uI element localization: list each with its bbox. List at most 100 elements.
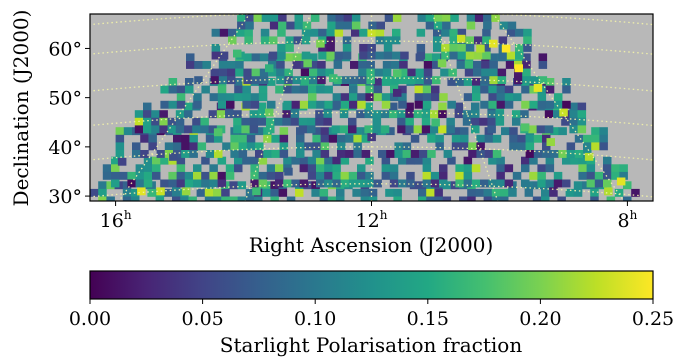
heatmap-cell	[249, 110, 259, 119]
heatmap-cell	[311, 188, 320, 197]
heatmap-cell	[301, 36, 311, 45]
heatmap-cell	[591, 127, 600, 136]
heatmap-cell	[410, 150, 420, 158]
heatmap-cell	[301, 28, 311, 37]
heatmap-cell	[513, 93, 522, 102]
heatmap-cell	[358, 76, 367, 85]
heatmap-cell	[483, 188, 493, 197]
heatmap-cell	[279, 150, 289, 158]
heatmap-cell	[454, 102, 464, 111]
heatmap-cell	[228, 28, 237, 37]
heatmap-cell	[432, 61, 441, 69]
heatmap-cell	[381, 171, 391, 180]
heatmap-cell	[127, 171, 136, 180]
heatmap-cell	[450, 181, 460, 190]
heatmap-cell	[402, 150, 412, 158]
heatmap-cell	[237, 21, 246, 30]
heatmap-cell	[562, 179, 571, 188]
heatmap-cell	[331, 125, 341, 134]
heatmap-cell	[514, 68, 523, 77]
heatmap-cell	[225, 164, 235, 173]
heatmap-cell	[438, 102, 447, 111]
heatmap-cell	[375, 28, 385, 37]
heatmap-cell	[194, 76, 203, 85]
heatmap-cell	[509, 134, 518, 143]
heatmap-cell	[449, 28, 458, 37]
heatmap-cell	[255, 127, 264, 136]
heatmap-cell	[348, 117, 357, 126]
heatmap-cell	[582, 181, 591, 190]
heatmap-cell	[156, 187, 165, 196]
heatmap-cell	[201, 171, 210, 180]
heatmap-cell	[532, 181, 542, 190]
heatmap-cell	[337, 150, 346, 158]
heatmap-cell	[392, 51, 401, 60]
heatmap-cell	[217, 156, 227, 165]
heatmap-cell	[423, 68, 433, 77]
heatmap-cell	[243, 68, 252, 77]
heatmap-cell	[234, 78, 243, 86]
heatmap-cell	[512, 171, 522, 180]
heatmap-cell	[217, 179, 227, 188]
heatmap-cell	[421, 117, 431, 126]
heatmap-cell	[201, 85, 210, 94]
heatmap-cell	[523, 28, 532, 37]
heatmap-cell	[423, 61, 433, 69]
heatmap-cell	[422, 100, 432, 109]
heatmap-cell	[159, 117, 168, 126]
heatmap-cell	[320, 150, 330, 158]
heatmap-cell	[496, 156, 505, 165]
heatmap-cell	[235, 68, 244, 77]
heatmap-cell	[335, 14, 344, 22]
heatmap-cell	[391, 61, 400, 69]
heatmap-cell	[399, 76, 408, 85]
heatmap-cell	[460, 134, 469, 143]
heatmap-cell	[415, 68, 425, 77]
heatmap-cell	[164, 150, 174, 158]
heatmap-cell	[463, 93, 473, 102]
heatmap-cell	[202, 61, 211, 69]
heatmap-cell	[193, 93, 202, 102]
heatmap-cell	[284, 53, 293, 62]
heatmap-cell	[435, 134, 444, 143]
colorbar	[89, 270, 654, 300]
heatmap-cell	[449, 36, 458, 45]
heatmap-cell	[482, 44, 491, 52]
heatmap-cell	[455, 164, 464, 173]
heatmap-cell	[217, 93, 227, 102]
heatmap-cell	[339, 110, 349, 119]
heatmap-cell	[286, 21, 295, 30]
heatmap-cell	[441, 51, 450, 60]
heatmap-cell	[106, 181, 115, 190]
heatmap-cell	[474, 51, 483, 60]
heatmap-cell	[135, 164, 145, 173]
heatmap-cell	[152, 171, 161, 180]
heatmap-cell	[496, 93, 506, 102]
heatmap-cell	[293, 36, 303, 45]
heatmap-cell	[463, 179, 473, 188]
heatmap-cell	[184, 110, 193, 119]
heatmap-cell	[173, 142, 182, 151]
heatmap-cell	[332, 164, 341, 173]
heatmap-cell	[544, 110, 554, 119]
heatmap-cell	[284, 167, 293, 176]
heatmap-cell	[205, 150, 215, 158]
heatmap-cell	[258, 93, 268, 102]
heatmap-cell	[343, 21, 353, 30]
heatmap-cell	[265, 108, 274, 117]
heatmap-cell	[434, 196, 443, 201]
heatmap-cell	[285, 44, 294, 52]
heatmap-cell	[267, 100, 276, 109]
heatmap-cell	[119, 171, 128, 180]
heatmap-cell	[243, 53, 252, 62]
heatmap-cell	[358, 61, 367, 69]
heatmap-cell	[517, 134, 526, 143]
heatmap-cell	[393, 88, 402, 97]
heatmap-cell	[184, 171, 194, 180]
heatmap-cell	[233, 117, 242, 126]
heatmap-cell	[337, 142, 346, 151]
heatmap-cell	[389, 110, 398, 119]
heatmap-cell	[528, 125, 537, 134]
heatmap-cell	[577, 125, 587, 134]
x-tick-label: 8h	[617, 208, 637, 232]
